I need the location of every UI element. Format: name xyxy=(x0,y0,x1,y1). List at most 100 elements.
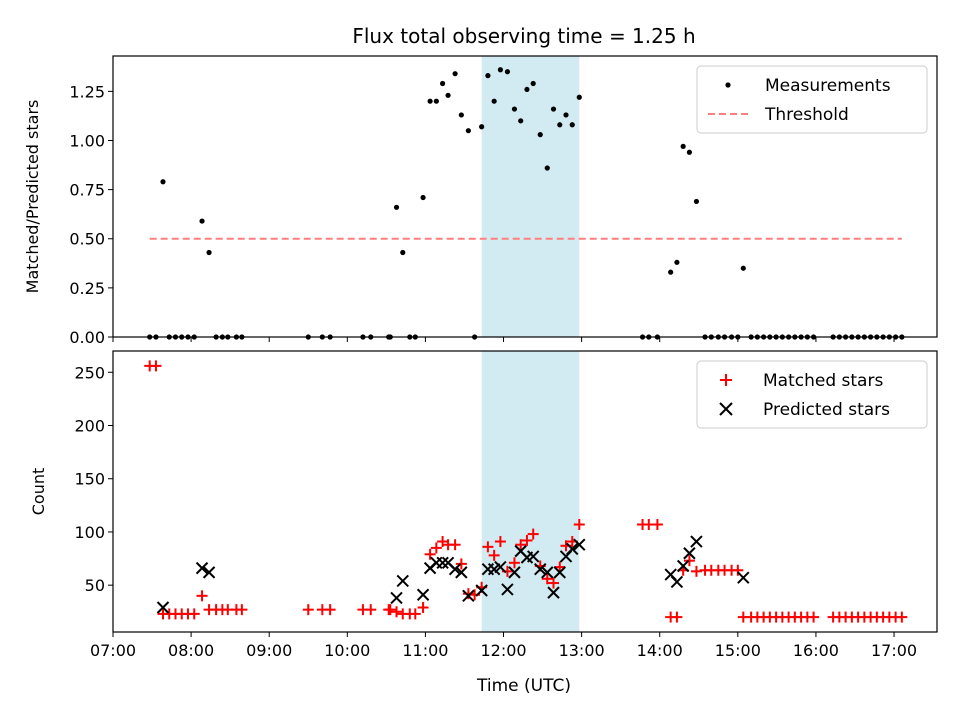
predicted-point xyxy=(534,562,547,576)
y-tick-label: 0.50 xyxy=(69,230,105,249)
measurement-point xyxy=(668,269,674,275)
predicted-point xyxy=(455,566,468,579)
measurement-point xyxy=(445,92,451,98)
y-tick-label: 1.25 xyxy=(69,82,105,101)
matched-point xyxy=(671,611,683,623)
predicted-point xyxy=(541,566,554,579)
predicted-point xyxy=(156,601,170,614)
legend-marker-measurements xyxy=(725,82,731,88)
matched-point xyxy=(150,360,162,372)
predicted-point xyxy=(430,556,443,570)
measurement-point xyxy=(491,98,497,104)
predicted-point xyxy=(475,584,488,597)
matched-point xyxy=(690,565,702,577)
matched-point xyxy=(462,588,474,600)
measurement-point xyxy=(504,69,511,75)
measurement-point xyxy=(393,204,400,210)
matched-point xyxy=(548,577,560,589)
predicted-point xyxy=(670,575,684,589)
x-axis-ticks: 07:00 08:00 09:00 10:00 11:00 12:00 13:00 14:00… xyxy=(90,632,917,660)
predicted-point xyxy=(390,591,403,605)
legend-label-measurements: Measurements xyxy=(765,76,891,96)
legend-label-predicted: Predicted stars xyxy=(763,400,890,420)
predicted-point xyxy=(690,535,703,548)
measurement-point xyxy=(511,106,518,112)
matched-point xyxy=(430,542,442,554)
matched-point xyxy=(683,555,695,567)
y-axis-ticks: 50 100 150 200 250 xyxy=(74,363,113,595)
measurement-point xyxy=(569,122,575,128)
x-tick-label: 13:00 xyxy=(559,641,605,660)
measurement-point xyxy=(160,179,166,185)
legend-label-threshold: Threshold xyxy=(764,105,849,125)
y-tick-label: 100 xyxy=(74,523,105,542)
matched-point xyxy=(188,608,200,620)
measurement-point xyxy=(563,112,569,118)
matched-point xyxy=(409,608,421,620)
axes-frame xyxy=(112,55,938,338)
y-tick-label: 1.00 xyxy=(69,131,105,150)
measurement-point xyxy=(479,124,485,130)
matched-point xyxy=(324,604,336,616)
y-tick-label: 0.00 xyxy=(69,328,105,347)
predicted-point xyxy=(547,586,560,599)
measurement-point xyxy=(740,265,746,271)
matched-point xyxy=(236,604,248,616)
predicted-point xyxy=(448,562,462,576)
legend-box xyxy=(696,65,928,134)
x-tick-label: 12:00 xyxy=(480,641,526,660)
measurement-point xyxy=(458,112,464,118)
matched-point xyxy=(508,557,520,569)
x-tick-label: 07:00 xyxy=(90,641,136,660)
highlight-span xyxy=(481,351,580,632)
matched-point xyxy=(808,611,820,623)
x-tick-label: 08:00 xyxy=(168,641,214,660)
predicted-point xyxy=(508,566,521,579)
y-tick-label: 150 xyxy=(74,470,105,489)
matched-point xyxy=(515,539,527,551)
predicted-point xyxy=(553,566,566,579)
legend-label-matched: Matched stars xyxy=(763,371,883,391)
measurement-point xyxy=(576,94,582,100)
predicted-point xyxy=(676,559,690,573)
matched-point xyxy=(196,590,208,602)
predicted-points xyxy=(156,535,750,614)
measurement-point xyxy=(693,198,700,205)
y-tick-label: 50 xyxy=(85,576,105,595)
matched-point xyxy=(449,539,461,551)
y-tick-label: 0.75 xyxy=(69,181,105,200)
measurement-point xyxy=(427,98,433,104)
x-axis-label: Time (UTC) xyxy=(476,676,571,696)
matched-point xyxy=(541,573,553,585)
axes-frame xyxy=(112,350,938,633)
predicted-point xyxy=(416,588,430,601)
x-tick-label: 09:00 xyxy=(246,641,292,660)
y-tick-label: 250 xyxy=(74,363,105,382)
measurement-point xyxy=(680,143,686,149)
measurement-point xyxy=(550,106,557,112)
matched-point xyxy=(384,604,396,616)
count-panel: 50 100 150 200 250 07:00 08:00 09:00 10:00 11:00… xyxy=(29,350,938,696)
x-tick-label: 10:00 xyxy=(324,641,370,660)
matched-point xyxy=(527,528,539,540)
matched-point xyxy=(651,518,663,530)
y-axis-label: Count xyxy=(29,468,48,516)
highlight-span xyxy=(481,56,580,337)
matched-point xyxy=(302,604,314,616)
x-tick-label: 11:00 xyxy=(402,641,448,660)
predicted-point xyxy=(566,542,579,556)
predicted-point xyxy=(737,571,750,584)
y-axis-label: Matched/Predicted stars xyxy=(23,100,42,294)
predicted-point xyxy=(202,566,216,579)
measurement-point xyxy=(420,194,426,201)
predicted-point xyxy=(683,547,696,560)
legend-box xyxy=(696,360,928,429)
predicted-point xyxy=(462,589,475,603)
matched-point xyxy=(896,611,908,623)
y-tick-label: 0.25 xyxy=(69,279,105,298)
predicted-point xyxy=(396,574,409,588)
legend-marker-predicted xyxy=(719,402,733,416)
x-tick-label: 14:00 xyxy=(637,641,683,660)
matched-point xyxy=(417,602,429,614)
